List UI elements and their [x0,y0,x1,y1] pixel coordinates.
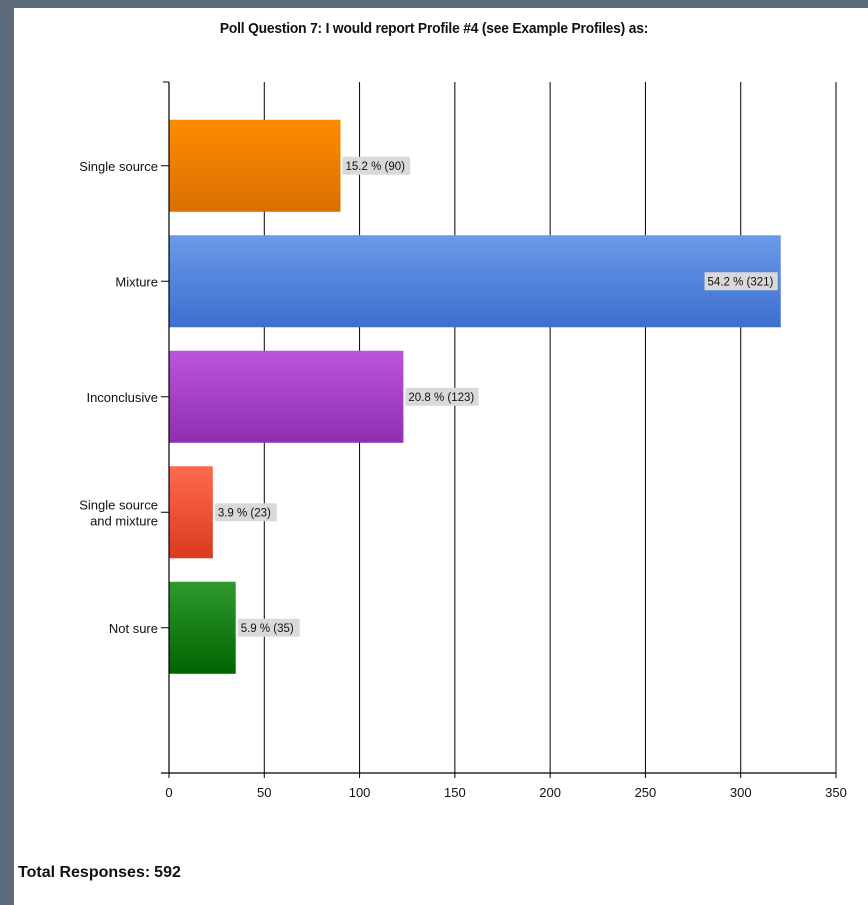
x-tick-label-50: 50 [257,785,271,800]
total-responses-value: 592 [154,864,181,881]
category-label-4: Not sure [109,621,158,636]
data-label-3: 3.9 % (23) [218,507,271,519]
category-label-3: and mixture [90,513,158,528]
bar-0 [169,119,341,212]
chart-title: Poll Question 7: I would report Profile … [219,20,649,37]
x-tick-label-200: 200 [539,785,561,800]
window-top-strip [0,0,868,8]
data-label-0: 15.2 % (90) [346,161,406,173]
data-label-bg-2 [405,387,479,406]
category-label-1: Mixture [115,274,158,289]
x-tick-label-350: 350 [825,785,847,800]
data-label-2: 20.8 % (123) [408,392,474,404]
total-responses: Total Responses: 592 [14,864,181,882]
x-tick-label-250: 250 [635,785,657,800]
category-label-0: Single source [79,159,158,174]
bar-4 [169,581,236,674]
bar-2 [169,350,404,443]
bars: 15.2 % (90) 54.2 % (321) 20.8 % (123) 3.9 %… [169,119,781,674]
x-tick-label-300: 300 [730,785,752,800]
chart-panel [14,0,868,905]
bar-1 [169,235,781,328]
data-label-bg-0 [342,156,411,175]
x-tick-label-0: 0 [165,785,172,800]
axes: 0 50 100 150 200 250 300 350 Single source Mixtur… [79,81,847,800]
data-label-bg-3 [214,503,277,522]
category-label-2: Inconclusive [86,390,158,405]
x-tick-label-150: 150 [444,785,466,800]
data-label-bg-4 [237,618,300,637]
bar-3 [169,466,213,559]
data-label-bg-1 [704,272,778,291]
total-responses-label: Total Responses: [18,864,151,881]
data-label-1: 54.2 % (321) [708,276,774,288]
category-label-3: Single source [79,497,158,512]
x-tick-label-100: 100 [349,785,371,800]
data-label-4: 5.9 % (35) [241,623,294,635]
